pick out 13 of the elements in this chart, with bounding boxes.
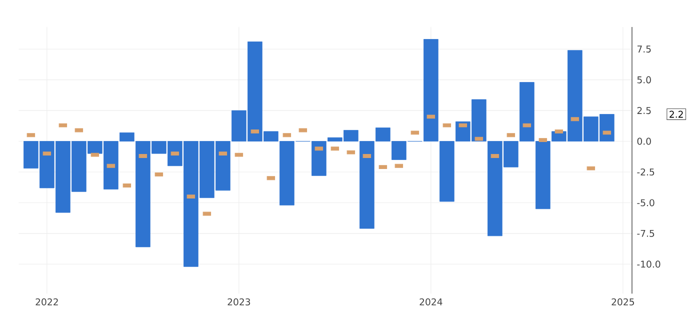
x-tick-label: 2024: [420, 298, 442, 306]
y-tick-label: 7.5: [637, 46, 651, 53]
y-tick-label: 0.0: [637, 138, 651, 145]
x-tick-label: 2022: [36, 298, 58, 306]
y-tick-label: -10.0: [637, 260, 660, 268]
x-tick-label: 2025: [612, 298, 634, 306]
y-tick-label: -2.5: [637, 168, 654, 176]
y-tick-label: 5.0: [637, 76, 651, 84]
y-tick-label: -7.5: [637, 230, 654, 237]
x-tick-label: 2023: [228, 298, 250, 306]
y-tick-label: -5.0: [637, 199, 654, 206]
y-tick-label: 2.5: [637, 107, 651, 114]
text: 2.2: [670, 110, 683, 118]
